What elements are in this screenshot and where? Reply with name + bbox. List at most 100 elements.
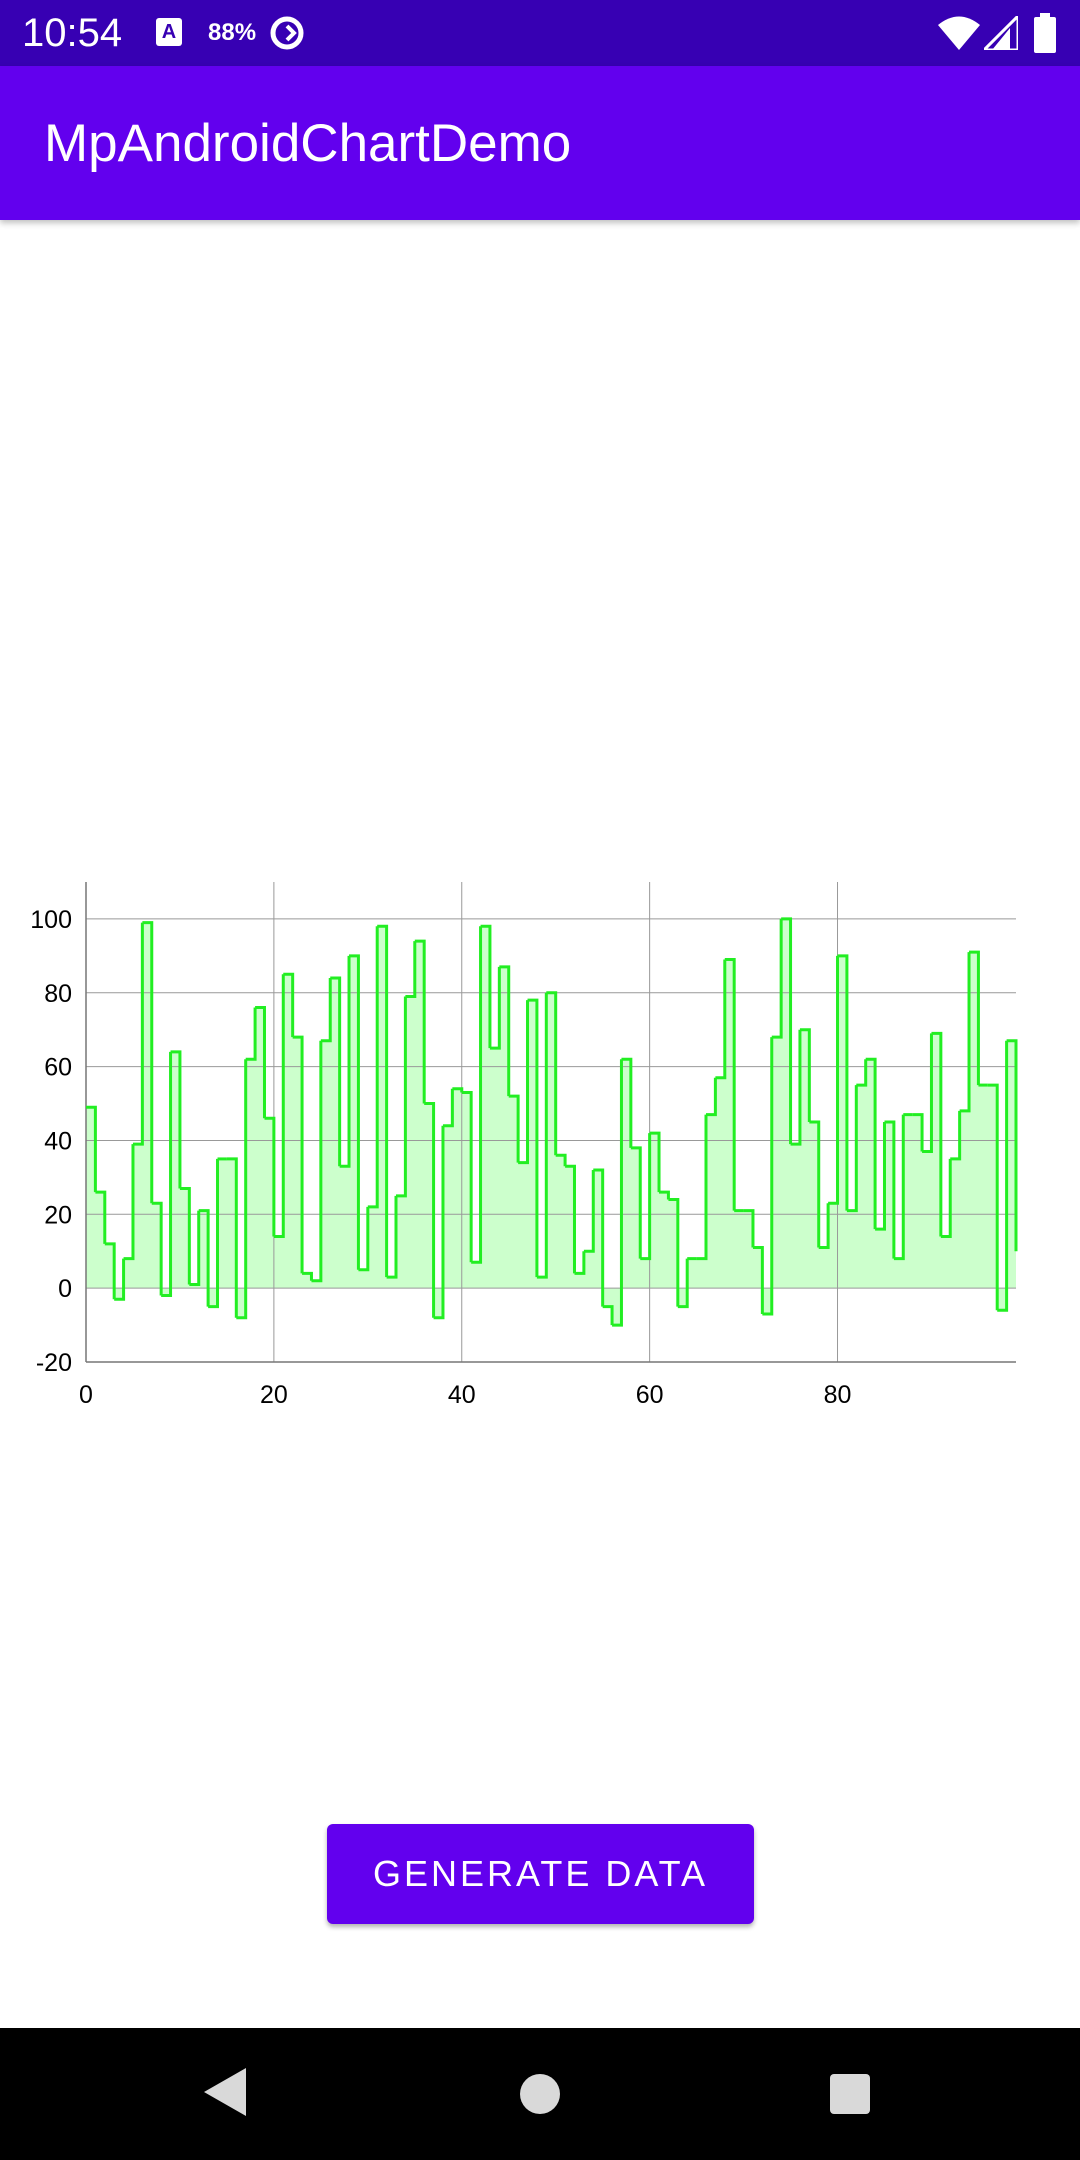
home-icon[interactable] — [520, 2074, 560, 2114]
series-step-45 — [508, 1094, 520, 1163]
series-step-4 — [123, 1144, 135, 1261]
series-step-33 — [396, 996, 407, 1198]
series-step-7 — [151, 1201, 163, 1296]
series-step-19 — [264, 1116, 276, 1237]
series-step-30 — [367, 926, 379, 1209]
series-step-1 — [95, 1190, 107, 1244]
series-step-94 — [969, 950, 980, 1086]
series-step-21 — [283, 972, 295, 1038]
series-step-58 — [630, 1146, 642, 1259]
series-step-71 — [752, 1246, 764, 1314]
series-step-56 — [612, 1059, 623, 1327]
series-step-55 — [602, 1305, 614, 1326]
series-step-0 — [86, 1105, 97, 1193]
series-step-49 — [546, 991, 558, 1156]
series-step-91 — [940, 1158, 952, 1238]
series-step-46 — [518, 1000, 530, 1165]
series-step-70 — [743, 1209, 755, 1248]
battery-percent: 88% — [208, 19, 257, 46]
series-step-80 — [837, 954, 849, 1211]
series-step-22 — [292, 1035, 304, 1274]
series-step-66 — [706, 1077, 717, 1117]
series-step-60 — [649, 1131, 661, 1193]
series-step-26 — [330, 976, 342, 1167]
y-tick-label: -20 — [36, 1349, 72, 1377]
y-tick-label: 60 — [44, 1054, 72, 1082]
x-tick-label: 0 — [79, 1381, 93, 1409]
app-title: MpAndroidChartDemo — [44, 114, 572, 173]
battery-icon — [1034, 13, 1056, 53]
series-step-57 — [621, 1057, 633, 1148]
series-step-79 — [828, 955, 840, 1205]
series-step-86 — [893, 1114, 905, 1261]
series-step-37 — [433, 1125, 445, 1320]
series-step-28 — [349, 954, 360, 1270]
series-step-20 — [273, 974, 285, 1238]
series-step-63 — [677, 1258, 689, 1309]
series-step-97 — [997, 1040, 1009, 1312]
y-tick-label: 40 — [44, 1127, 72, 1155]
series-area-fill — [86, 918, 1016, 1326]
series-step-76 — [799, 1028, 811, 1122]
series-step-18 — [255, 1006, 266, 1119]
series-step-98 — [1006, 1039, 1018, 1252]
app-bar: MpAndroidChartDemo — [0, 66, 1080, 220]
series-step-88 — [912, 1113, 924, 1152]
series-step-61 — [659, 1190, 670, 1200]
series-step-52 — [574, 1251, 586, 1275]
series-step-29 — [358, 1206, 370, 1272]
series-step-16 — [236, 1059, 248, 1320]
generate-data-button[interactable]: GENERATE DATA — [327, 1824, 754, 1924]
series-step-83 — [865, 1057, 877, 1230]
series-step-23 — [302, 1271, 313, 1281]
series-step-40 — [461, 1090, 473, 1263]
series-step-67 — [715, 959, 727, 1080]
series-step-24 — [311, 1040, 323, 1283]
series-step-68 — [724, 958, 736, 1211]
series-step-53 — [583, 1170, 595, 1253]
status-time: 10:54 — [22, 11, 123, 55]
series-step-44 — [499, 965, 511, 1097]
series-step-72 — [762, 1037, 774, 1316]
back-icon[interactable] — [204, 2068, 246, 2116]
series-step-32 — [386, 1195, 398, 1279]
series-step-42 — [480, 924, 492, 1049]
series-step-36 — [424, 1102, 436, 1318]
series-step-90 — [931, 1031, 943, 1237]
series-step-17 — [245, 1007, 257, 1061]
series-step-12 — [198, 1209, 210, 1307]
series-step-3 — [114, 1258, 126, 1301]
series-step-15 — [226, 1157, 238, 1318]
series-step-9 — [170, 1050, 182, 1189]
y-tick-label: 0 — [58, 1275, 72, 1303]
series-step-47 — [527, 998, 539, 1278]
status-bar: 10:54 A 88% — [0, 0, 1080, 66]
series-step-2 — [104, 1242, 116, 1300]
series-step-82 — [856, 1059, 868, 1087]
y-tick-label: 20 — [44, 1201, 72, 1229]
series-step-59 — [640, 1133, 652, 1261]
series-step-65 — [696, 1114, 708, 1261]
series-step-31 — [377, 924, 389, 1278]
series-step-93 — [959, 952, 971, 1113]
series-step-34 — [405, 941, 417, 998]
series-step-73 — [771, 918, 783, 1039]
series-step-84 — [875, 1122, 886, 1231]
series-step-6 — [142, 921, 154, 1204]
x-tick-label: 40 — [448, 1381, 476, 1409]
series-step-54 — [593, 1168, 605, 1307]
series-step-25 — [320, 978, 332, 1043]
series-step-78 — [818, 1203, 830, 1250]
x-tick-label: 60 — [636, 1381, 664, 1409]
series-step-62 — [668, 1198, 680, 1307]
series-step-38 — [442, 1088, 454, 1128]
series-step-92 — [950, 1110, 962, 1161]
recents-icon[interactable] — [830, 2074, 870, 2114]
series-step-11 — [189, 1210, 201, 1286]
x-tick-label: 80 — [824, 1381, 852, 1409]
series-step-96 — [987, 1083, 999, 1311]
series-step-13 — [208, 1158, 220, 1309]
series-step-48 — [536, 992, 548, 1279]
notification-a-icon: A — [156, 18, 182, 46]
